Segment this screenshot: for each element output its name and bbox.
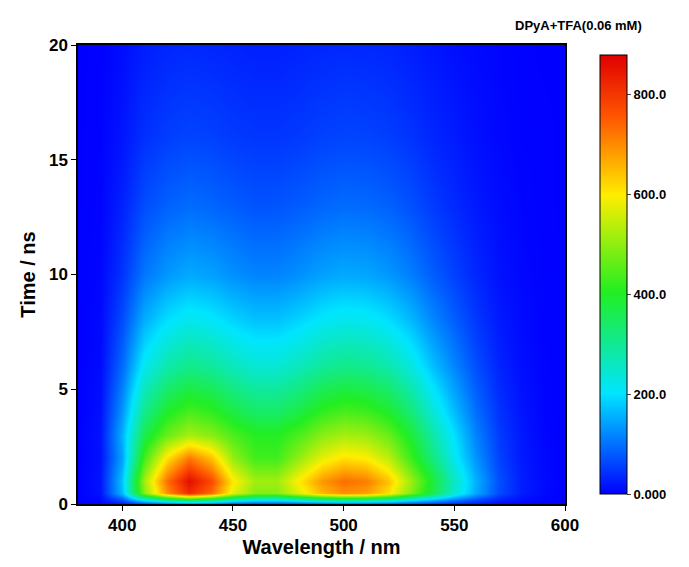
svg-text:200.0: 200.0 xyxy=(634,387,667,402)
svg-text:0.000: 0.000 xyxy=(634,487,667,502)
svg-text:600: 600 xyxy=(551,516,579,535)
svg-text:550: 550 xyxy=(440,516,468,535)
svg-text:20: 20 xyxy=(49,36,68,55)
svg-text:DPyA+TFA(0.06 mM): DPyA+TFA(0.06 mM) xyxy=(515,18,642,33)
svg-text:15: 15 xyxy=(49,151,68,170)
svg-text:400.0: 400.0 xyxy=(634,287,667,302)
svg-text:800.0: 800.0 xyxy=(634,87,667,102)
svg-text:Wavelength / nm: Wavelength / nm xyxy=(242,536,400,558)
svg-text:450: 450 xyxy=(219,516,247,535)
svg-text:0: 0 xyxy=(58,495,67,514)
svg-text:Time / ns: Time / ns xyxy=(17,231,39,317)
svg-text:500: 500 xyxy=(329,516,357,535)
svg-text:400: 400 xyxy=(108,516,136,535)
svg-text:10: 10 xyxy=(49,265,68,284)
svg-text:5: 5 xyxy=(58,380,67,399)
svg-text:600.0: 600.0 xyxy=(634,187,667,202)
